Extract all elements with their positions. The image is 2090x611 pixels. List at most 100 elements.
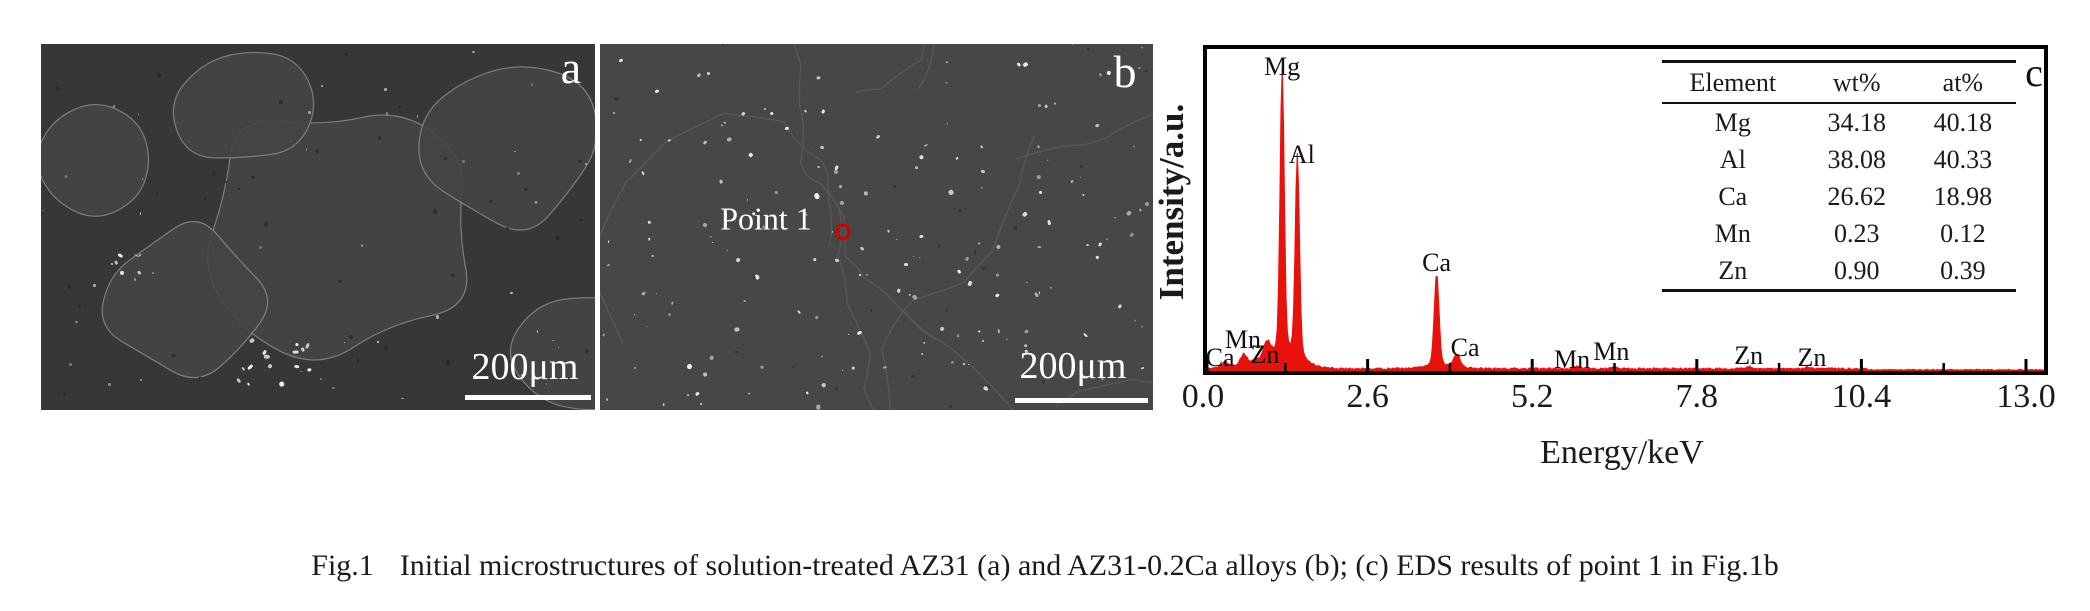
sem-image-b: Point 1 b 200μm	[600, 44, 1153, 410]
dark-pit	[344, 53, 348, 56]
peak-label-mg: Mg	[1264, 52, 1301, 81]
bright-particle	[436, 315, 440, 319]
bright-particle	[119, 270, 125, 276]
table-cell: 38.08	[1827, 144, 1886, 174]
dark-pit	[1042, 379, 1046, 385]
dark-pit	[383, 345, 388, 350]
dark-pit	[67, 285, 71, 289]
eds-spectrum-series	[1205, 67, 2046, 372]
bright-particle	[68, 362, 72, 367]
bright-particle	[320, 85, 324, 88]
dark-pit	[615, 97, 620, 101]
table-cell: Mn	[1714, 218, 1751, 248]
bright-particle	[400, 397, 405, 399]
dark-pit	[948, 404, 953, 408]
peak-label-mn: Mn	[1554, 345, 1591, 374]
table-cell: Ca	[1718, 181, 1748, 211]
dark-pit	[378, 135, 381, 141]
bright-particle	[137, 112, 140, 117]
eds-results-table: Element wt% at% Mg 34.18 40.18 Al 38.08 40.33 Ca 2…	[1662, 60, 2016, 292]
bright-particle	[763, 107, 766, 110]
dark-pit	[279, 99, 283, 105]
x-tick-label: 10.4	[1831, 378, 1892, 415]
dark-pit	[735, 350, 739, 353]
bright-particle	[300, 370, 303, 373]
dark-pit	[443, 156, 448, 160]
y-axis-label: Intensity/a.u.	[1152, 103, 1191, 301]
bright-particle	[957, 334, 960, 337]
dark-pit	[1060, 362, 1064, 366]
peak-label-zn: Zn	[1797, 343, 1827, 372]
dark-pit	[223, 180, 229, 184]
table-cell: Al	[1719, 144, 1746, 174]
table-cell: 0.39	[1940, 255, 1986, 285]
bright-particle	[633, 313, 635, 316]
dark-pit	[791, 365, 795, 369]
dark-pit	[251, 175, 255, 179]
dark-pit	[432, 209, 438, 214]
bright-particle	[530, 83, 533, 86]
bright-particle	[545, 383, 547, 385]
peak-label-zn: Zn	[1734, 341, 1764, 370]
bright-particle	[343, 341, 345, 343]
bright-particle	[151, 271, 155, 275]
bright-particle	[142, 177, 144, 180]
point-1-marker	[835, 223, 851, 241]
dark-pit	[911, 374, 915, 379]
dark-pit	[958, 208, 962, 212]
caption-fig-label: Fig.1	[311, 549, 374, 582]
dark-pit	[56, 86, 59, 91]
dark-pit	[356, 357, 359, 363]
dark-pit	[869, 309, 873, 312]
table-cell: Mg	[1714, 107, 1751, 137]
bright-particle	[1132, 145, 1135, 147]
bright-particle	[416, 115, 419, 119]
bright-particle	[815, 404, 821, 410]
bright-particle	[377, 341, 379, 344]
dark-pit	[974, 250, 977, 255]
dark-pit	[722, 44, 725, 47]
spectrum-curve	[1203, 45, 2048, 375]
bright-particle	[292, 350, 299, 354]
dark-pit	[213, 169, 216, 175]
x-tick-label: 7.8	[1675, 378, 1719, 415]
panel-label-a: a	[560, 44, 582, 93]
bright-particle	[64, 175, 68, 179]
bright-particle	[139, 212, 142, 216]
bright-particle	[521, 373, 525, 377]
dark-pit	[578, 218, 584, 221]
dark-pit	[752, 276, 756, 279]
table-cell: Zn	[1718, 255, 1748, 285]
bright-particle	[108, 382, 111, 386]
bright-particle	[995, 273, 999, 277]
table-row: Zn 0.90 0.39	[1662, 252, 2016, 289]
panel-label-b: b	[1113, 46, 1137, 97]
dark-pit	[236, 187, 240, 191]
bright-particle	[112, 104, 116, 108]
table-cell: 40.18	[1933, 107, 1993, 137]
bright-particle	[93, 283, 96, 288]
x-tick-label: 2.6	[1346, 378, 1389, 415]
peak-label-ca: Ca	[1422, 248, 1452, 277]
bright-particle	[743, 299, 746, 302]
grain-structure-a	[41, 51, 595, 410]
dark-pit	[1080, 164, 1084, 169]
table-row: Al 38.08 40.33	[1662, 141, 2016, 178]
dark-pit	[555, 235, 561, 240]
table-cell: 18.98	[1933, 181, 1993, 211]
bright-particle	[670, 301, 674, 305]
bright-particle	[864, 190, 869, 195]
table-row: Mn 0.23 0.12	[1662, 215, 2016, 252]
scale-text-b: 200μm	[1019, 345, 1127, 387]
peak-label-mn: Mn	[1593, 337, 1630, 366]
dark-pit	[397, 104, 402, 108]
bright-particle	[647, 220, 651, 224]
plot-frame	[1203, 45, 2048, 375]
dark-pit	[834, 387, 839, 390]
bright-particle	[332, 387, 336, 390]
peak-label-ca: Ca	[1205, 343, 1235, 372]
dark-pit	[155, 192, 159, 196]
dark-pit	[449, 274, 455, 278]
peak-label-mn: Mn	[1224, 325, 1261, 354]
